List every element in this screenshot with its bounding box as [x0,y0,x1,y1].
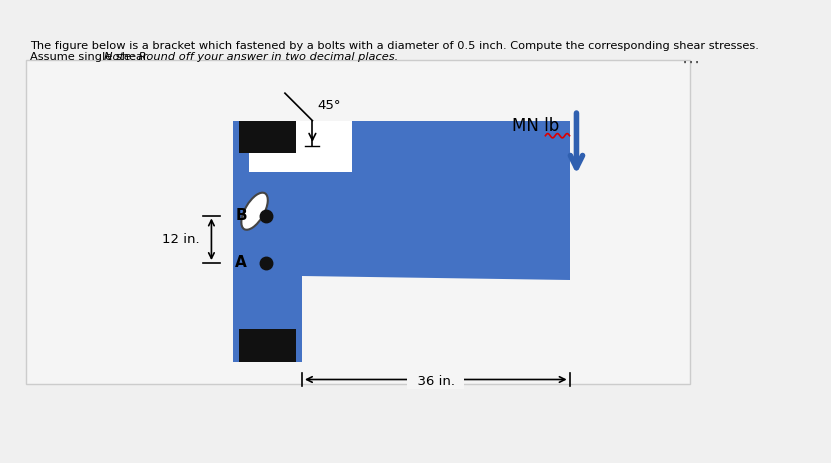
Bar [239,120,296,153]
Polygon shape [302,120,569,172]
Ellipse shape [241,193,268,230]
Text: Note: Round off your answer in two decimal places.: Note: Round off your answer in two decim… [104,51,398,62]
Text: Assume single shear.: Assume single shear. [30,51,154,62]
Text: 45°: 45° [317,99,341,112]
Bar [239,330,296,362]
Text: 36 in.: 36 in. [409,375,463,388]
Polygon shape [302,172,569,280]
Text: 12 in.: 12 in. [162,233,199,246]
Bar [26,60,691,384]
Text: The figure below is a bracket which fastened by a bolts with a diameter of 0.5 i: The figure below is a bracket which fast… [30,41,759,51]
Bar [248,120,352,172]
Text: MN lb: MN lb [512,117,559,135]
Text: B: B [235,208,247,223]
Text: A: A [235,256,247,270]
Text: ⋯: ⋯ [681,54,700,72]
Polygon shape [233,120,302,362]
